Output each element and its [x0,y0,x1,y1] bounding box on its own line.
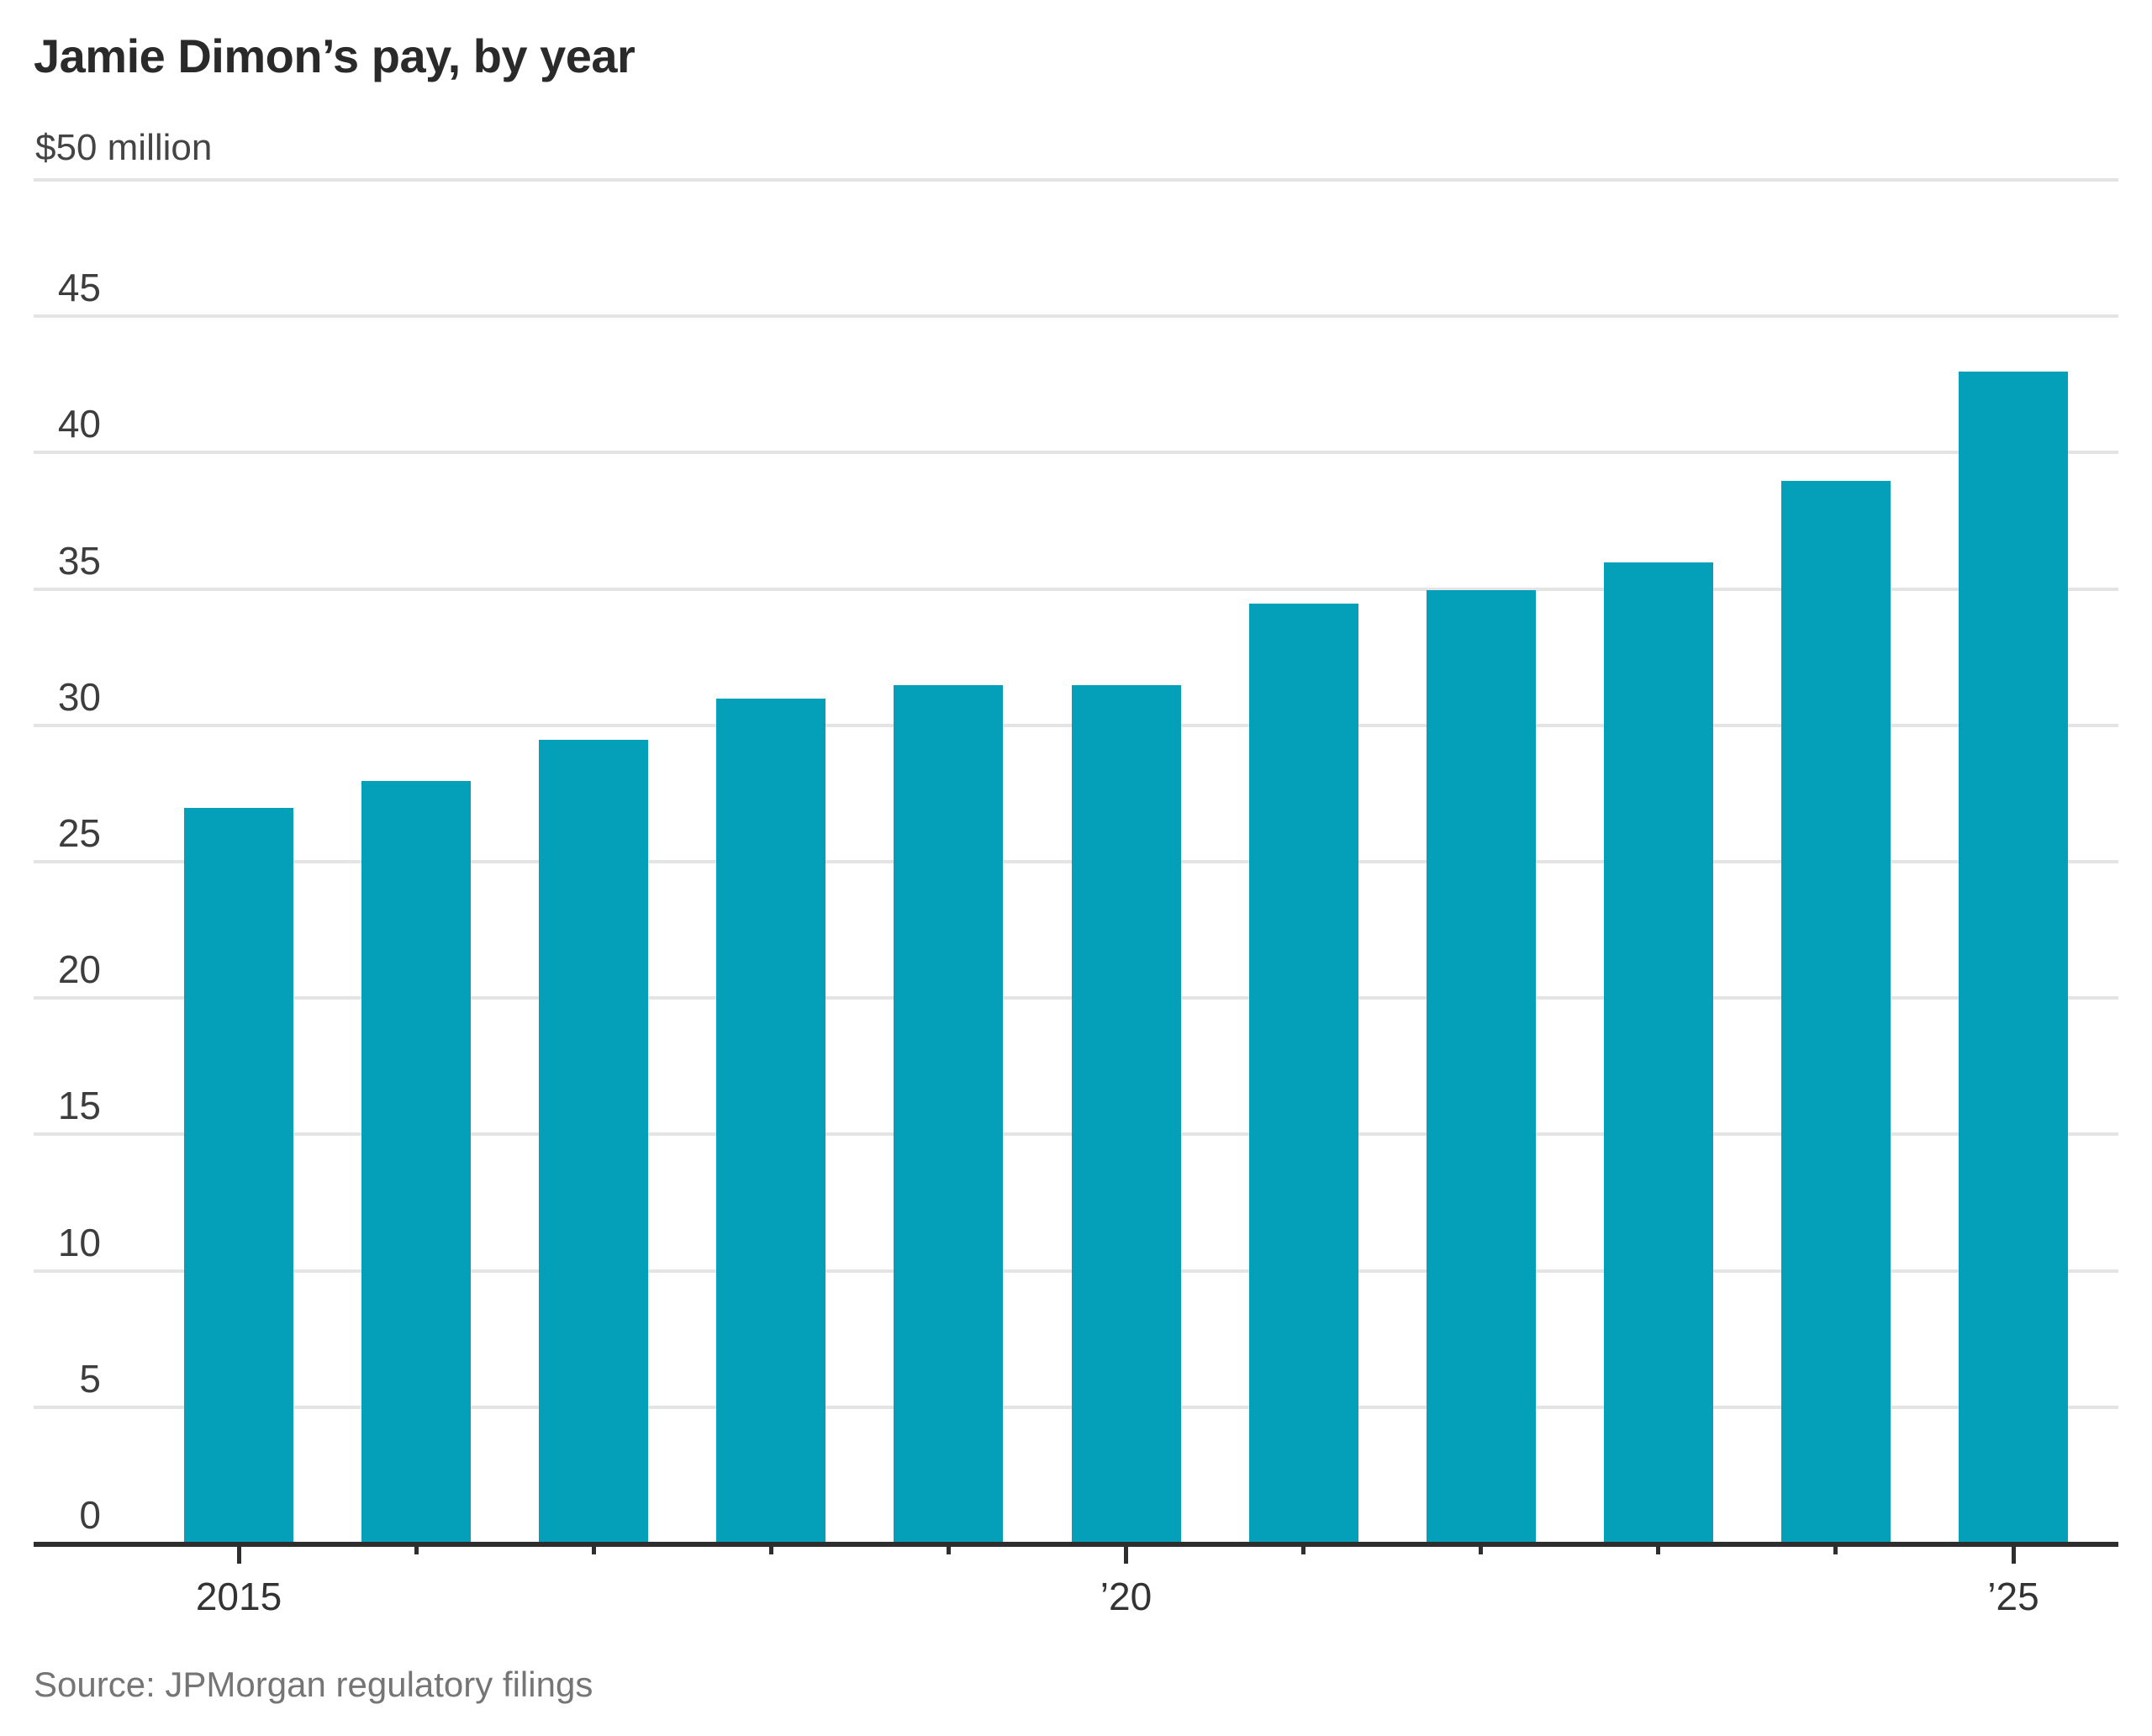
bar [1780,480,1891,1544]
y-tick-label: 5 [79,1356,101,1401]
bar [184,808,293,1544]
axis-baseline [34,1542,2118,1547]
x-tick [1479,1547,1484,1554]
y-gridline [34,587,2118,591]
y-gridline [34,314,2118,319]
bar [1603,562,1713,1544]
x-tick [236,1547,241,1564]
bar [1959,372,2068,1544]
x-tick [1124,1547,1128,1564]
bar [716,699,826,1544]
y-tick-label: 30 [57,674,101,719]
x-tick [1656,1547,1661,1554]
bar [1071,685,1181,1544]
bar [1248,603,1358,1544]
y-gridline [34,451,2118,455]
y-tick-label: 10 [57,1220,101,1264]
bar [894,685,1004,1544]
y-tick-label: 25 [57,811,101,855]
unit-label: $50 million [35,127,213,168]
chart-title: Jamie Dimon’s pay, by year [34,29,636,82]
x-tick [946,1547,951,1554]
x-tick [1301,1547,1306,1554]
y-tick-label: 15 [57,1084,101,1128]
x-tick-label: 2015 [195,1575,282,1618]
bar [1426,589,1536,1544]
x-tick [2011,1547,2016,1564]
y-tick-label: 0 [79,1493,101,1537]
bar [539,740,649,1544]
y-gridline [34,178,2118,182]
source-note: Source: JPMorgan regulatory filings [34,1665,593,1704]
x-tick [591,1547,596,1554]
y-tick-label: 40 [57,402,101,446]
x-tick-label: ’20 [1100,1575,1152,1618]
x-tick [768,1547,773,1554]
x-tick [414,1547,419,1554]
x-tick-label: ’25 [1987,1575,2039,1618]
x-tick [1833,1547,1838,1554]
bar [361,780,472,1544]
y-tick-label: 45 [57,266,101,310]
y-tick-label: 20 [57,947,101,992]
y-tick-label: 35 [57,538,101,583]
